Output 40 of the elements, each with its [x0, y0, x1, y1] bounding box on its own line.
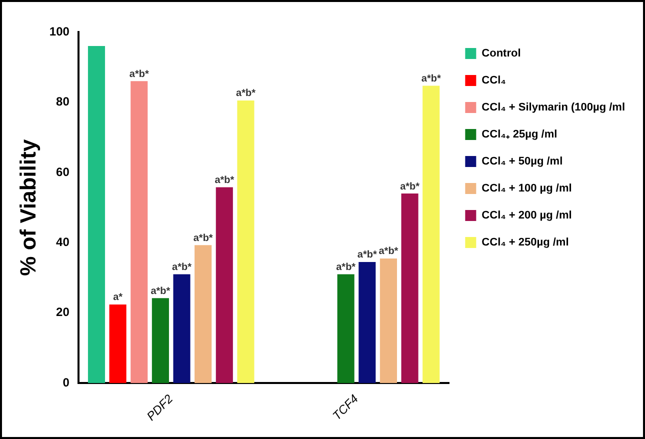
bar: [422, 86, 440, 384]
bar: [152, 298, 169, 384]
y-tick-label: 40: [56, 234, 70, 249]
y-tick-label: 0: [62, 375, 70, 390]
y-tick-label: 100: [49, 24, 70, 38]
data-label: a*b*: [150, 286, 170, 297]
bar: [109, 304, 126, 384]
bar: [194, 245, 212, 384]
data-label: a*b*: [357, 250, 377, 261]
legend-label: CCl₄ + 100 µg /ml: [482, 182, 572, 195]
data-label: a*b*: [172, 262, 192, 274]
data-label: a*b*: [214, 174, 234, 186]
bar: [216, 187, 233, 384]
data-label: a*b*: [236, 88, 256, 100]
legend-label: CCl₄ + Silymarin (100µg /ml: [482, 102, 626, 114]
legend-label: CCl₄₊ 25µg /ml: [482, 128, 558, 141]
legend-label: Control: [482, 48, 521, 60]
bar: [401, 194, 418, 384]
y-axis-title: % of Viability: [15, 138, 40, 276]
bar: [237, 100, 254, 384]
bar: [88, 46, 106, 384]
bar: [380, 258, 397, 384]
legend-label: CCl₄ + 50µg /ml: [482, 156, 563, 168]
bar: [173, 274, 190, 384]
data-label: a*b*: [400, 181, 420, 192]
legend-label: CCl₄: [482, 74, 506, 87]
y-tick-label: 80: [56, 94, 70, 109]
data-label: a*b*: [193, 232, 213, 244]
data-label: a*: [113, 292, 123, 304]
legend-label: CCl₄ + 250µg /ml: [482, 236, 569, 249]
data-label: a*b*: [129, 68, 149, 80]
bar: [130, 81, 148, 384]
bar: [337, 274, 354, 384]
data-label: a*b*: [378, 246, 398, 258]
y-tick-label: 20: [56, 305, 70, 320]
bar: [358, 262, 376, 384]
y-tick-label: 60: [56, 164, 70, 179]
data-label: a*b*: [336, 262, 356, 274]
data-label: a*b*: [421, 73, 441, 84]
legend-label: CCl₄ + 200 µg /ml: [482, 210, 572, 222]
